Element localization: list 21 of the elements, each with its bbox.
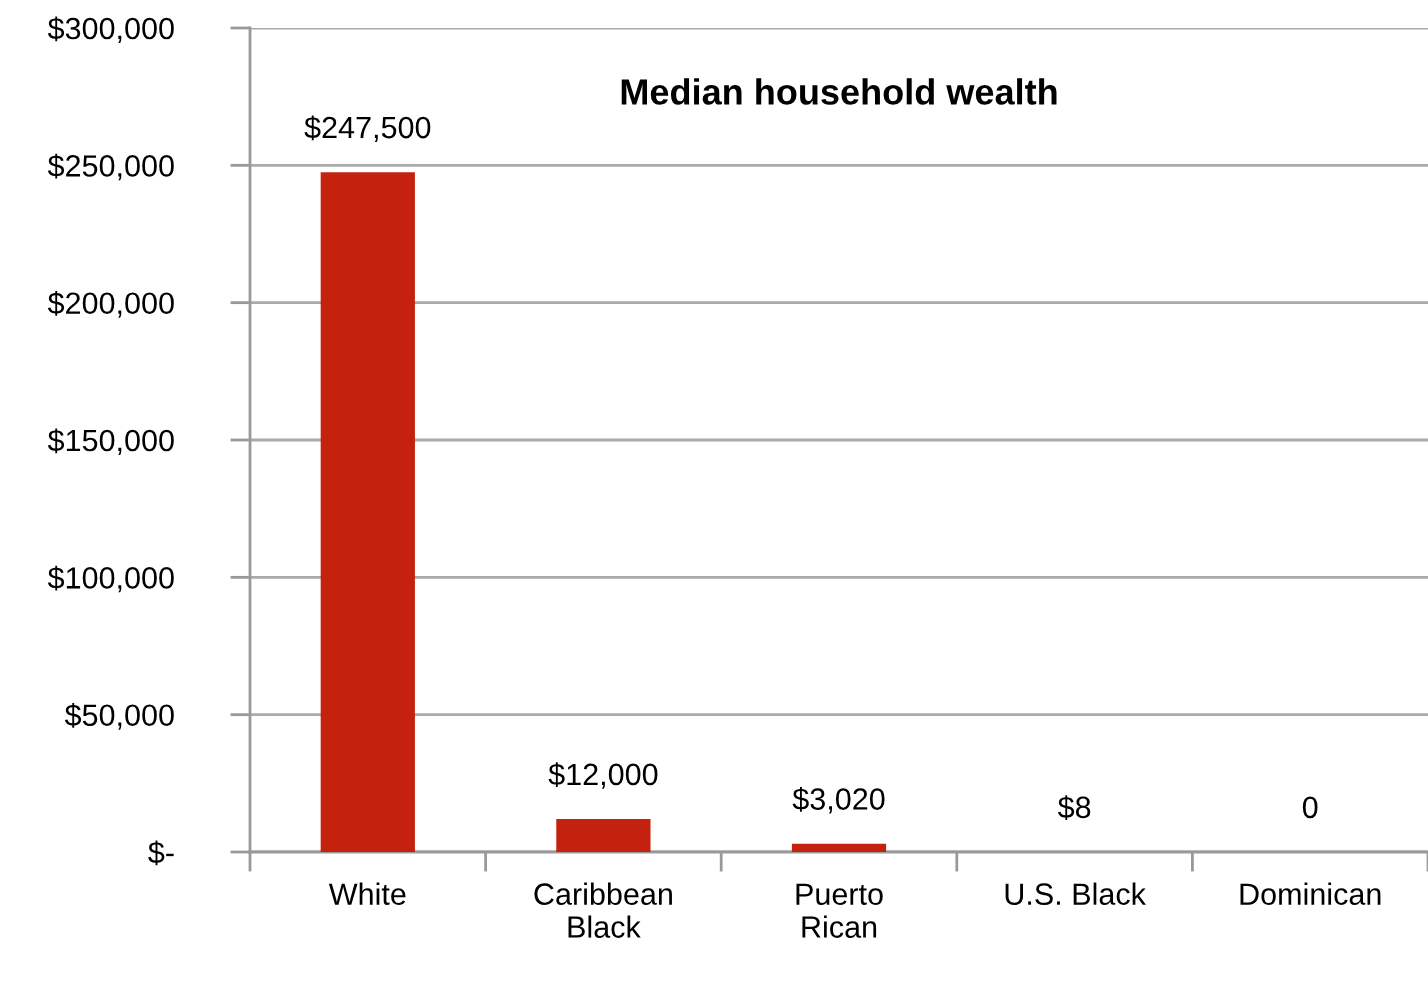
y-tick-label: $50,000	[64, 703, 174, 730]
data-label: $3,020	[792, 786, 885, 814]
x-tick-label: White	[328, 882, 406, 905]
y-tick-label: $200,000	[47, 291, 174, 318]
y-tick-label: $150,000	[47, 428, 174, 455]
data-label: $247,500	[304, 115, 431, 142]
x-tick-label: Dominican	[1240, 882, 1381, 905]
data-label: $8	[1057, 795, 1091, 820]
bar	[320, 172, 415, 852]
x-tick-label: Puerto Rican	[796, 883, 883, 938]
x-tick-label: U.S. Black	[1005, 882, 1146, 905]
y-tick-label: $300,000	[47, 16, 174, 43]
x-tick-label: Caribbean Black	[534, 882, 672, 938]
y-tick-label: $-	[148, 840, 174, 866]
data-label: 0	[1302, 796, 1318, 819]
y-tick-label: $250,000	[47, 153, 174, 181]
bar	[791, 843, 887, 852]
data-label: $12,000	[548, 762, 658, 789]
y-tick-label: $100,000	[47, 565, 174, 593]
text: Median household wealth	[621, 78, 1057, 105]
bar	[556, 819, 651, 852]
